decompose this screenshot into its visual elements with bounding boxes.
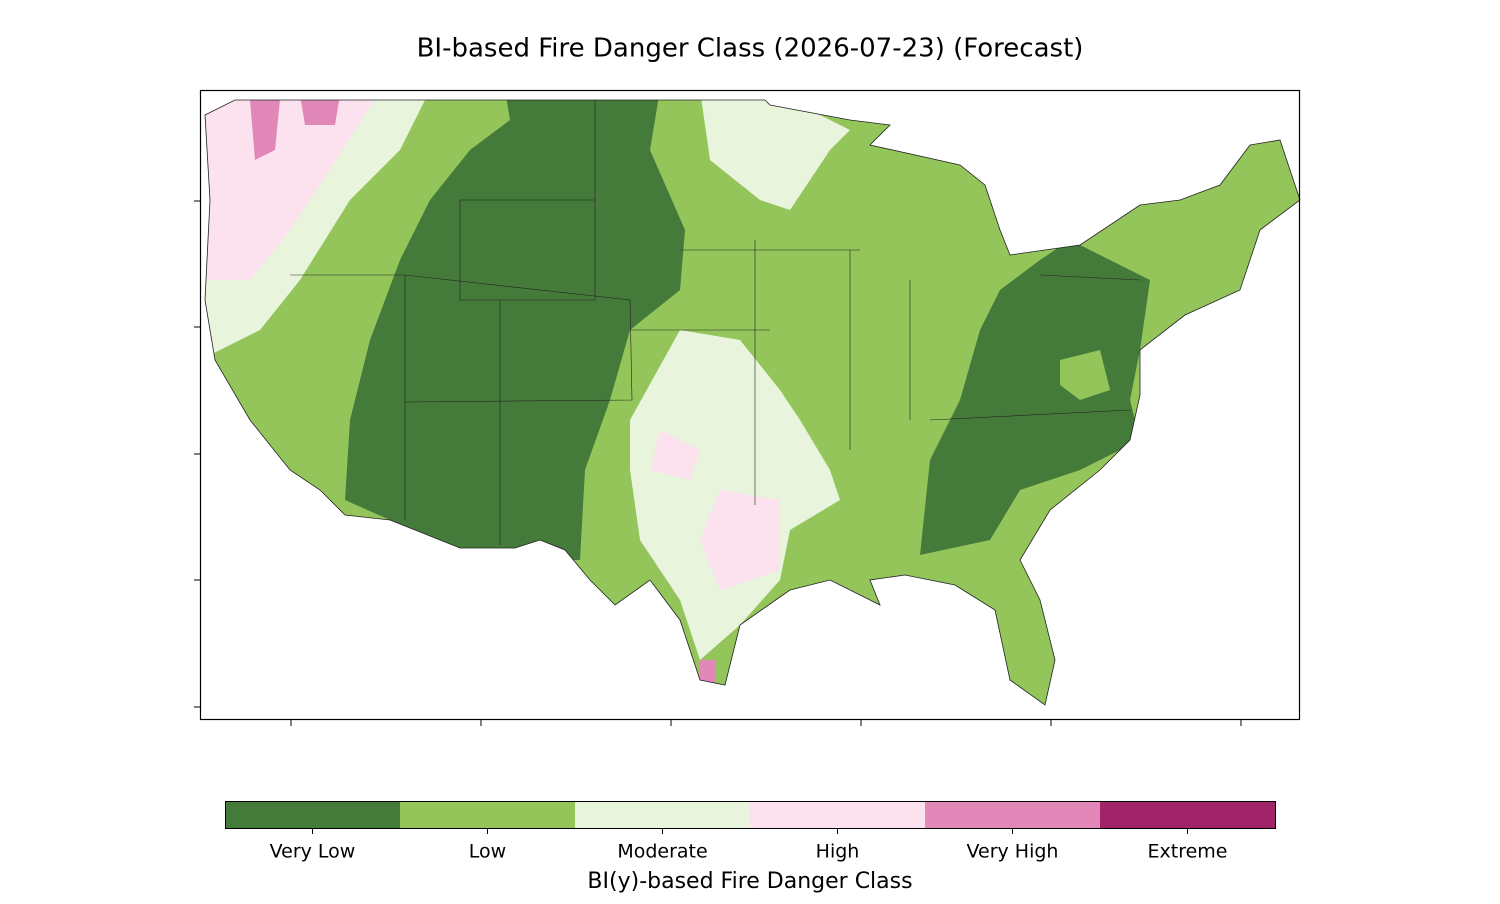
colorbar-swatch bbox=[225, 801, 401, 828]
axis-ticks bbox=[194, 200, 1242, 726]
colorbar-class-label: Extreme bbox=[1148, 841, 1228, 863]
colorbar-class-label: Very High bbox=[967, 841, 1059, 863]
colorbar-class-label: Very Low bbox=[270, 841, 356, 863]
colorbar-title: BI(y)-based Fire Danger Class bbox=[587, 869, 912, 894]
colorbar: Very Low Low Moderate High Very High Extreme bbox=[225, 801, 1276, 863]
colorbar-class-label: High bbox=[816, 841, 860, 863]
colorbar-frame bbox=[225, 801, 1276, 829]
colorbar-class-label: Low bbox=[469, 841, 506, 863]
map-frame bbox=[199, 89, 1301, 721]
colorbar-class-label: Moderate bbox=[617, 841, 707, 863]
colorbar-swatch bbox=[750, 801, 926, 828]
state-borders bbox=[290, 100, 1141, 545]
colorbar-swatch bbox=[575, 801, 751, 828]
map-title: BI-based Fire Danger Class (2026-07-23) … bbox=[417, 34, 1084, 64]
map-regions bbox=[205, 100, 1300, 705]
colorbar-swatch bbox=[400, 801, 576, 828]
colorbar-swatch bbox=[1100, 801, 1276, 828]
colorbar-swatch bbox=[925, 801, 1101, 828]
